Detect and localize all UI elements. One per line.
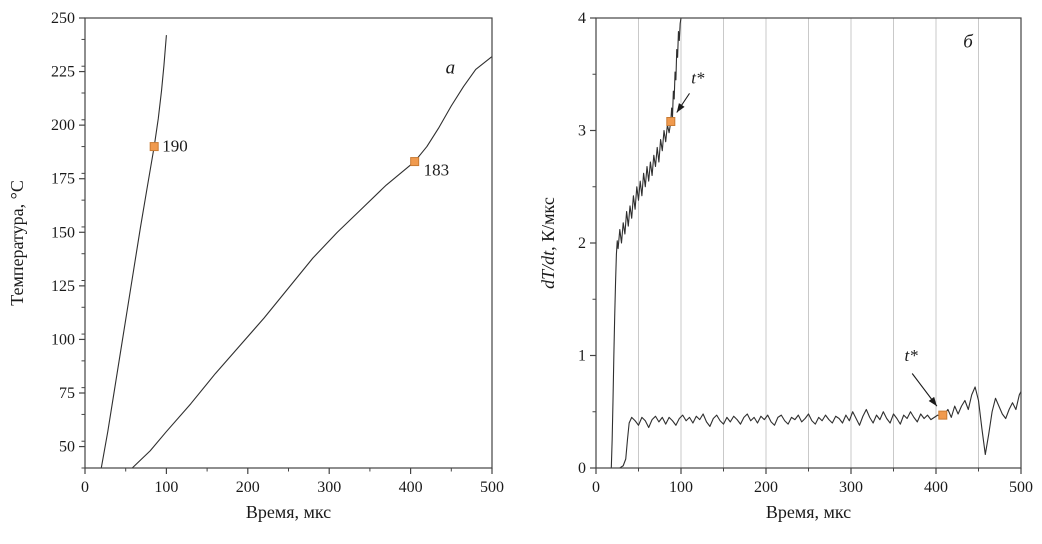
svg-text:3: 3: [578, 123, 586, 140]
x-axis-label: Время, мкс: [246, 502, 331, 522]
annotation: t*: [905, 346, 938, 407]
annotation-label: t*: [691, 68, 705, 87]
svg-text:250: 250: [51, 10, 75, 27]
svg-text:500: 500: [1009, 479, 1033, 496]
gridlines: [638, 18, 979, 468]
chart-background: [3, 0, 508, 532]
axis-ticks: 0 100 200 300 400 500 50 75 100 125 150 175 200 225 25…: [51, 10, 504, 496]
marker-square: [149, 142, 159, 152]
marker-value-label: 183: [424, 161, 450, 180]
svg-text:0: 0: [81, 479, 89, 496]
figure-panel-a: 0 100 200 300 400 500 50 75 100 125 150 175 200 225 25…: [3, 0, 508, 537]
panel-letter: б: [963, 31, 974, 52]
svg-text:100: 100: [154, 479, 178, 496]
svg-text:0: 0: [592, 479, 600, 496]
svg-text:100: 100: [669, 479, 693, 496]
axis-ticks: 0 100 200 300 400 500 0 1 2 3 4: [578, 10, 1033, 496]
y-axis-label: dT/dt, К/мкс: [538, 197, 558, 289]
slow-heating-curve: [131, 56, 492, 468]
svg-text:300: 300: [839, 479, 863, 496]
panel-letter: a: [446, 58, 456, 79]
svg-text:400: 400: [924, 479, 948, 496]
marker-value-label: 190: [162, 137, 188, 156]
svg-text:500: 500: [480, 479, 504, 496]
svg-text:200: 200: [754, 479, 778, 496]
svg-text:150: 150: [51, 224, 75, 241]
svg-text:175: 175: [51, 171, 75, 188]
svg-text:400: 400: [399, 479, 423, 496]
annotation: t*: [676, 68, 705, 113]
svg-text:200: 200: [51, 117, 75, 134]
svg-text:1: 1: [578, 348, 586, 365]
series-lines: [610, 18, 1021, 468]
svg-text:4: 4: [578, 10, 586, 27]
event-markers: 190 183: [149, 137, 450, 180]
slow-heating-rate-curve: [619, 386, 1021, 468]
x-axis-label: Время, мкс: [766, 502, 851, 522]
svg-text:125: 125: [51, 278, 75, 295]
event-markers: [666, 117, 948, 420]
fast-heating-rate-curve: [610, 18, 682, 468]
marker-square: [410, 157, 420, 167]
svg-text:200: 200: [236, 479, 260, 496]
figure-panel-b: 0 100 200 300 400 500 0 1 2 3 4 Время, мкс dT/dt, К/…: [534, 0, 1039, 537]
arrowhead: [928, 396, 937, 407]
series-lines: [100, 35, 492, 468]
temperature-vs-time-chart: 0 100 200 300 400 500 50 75 100 125 150 175 200 225 25…: [3, 0, 508, 532]
arrowhead: [676, 103, 685, 113]
svg-text:50: 50: [59, 439, 75, 456]
fast-heating-curve: [100, 35, 167, 468]
heating-rate-vs-time-chart: 0 100 200 300 400 500 0 1 2 3 4 Время, мкс dT/dt, К/…: [534, 0, 1039, 532]
svg-text:2: 2: [578, 235, 586, 252]
marker-square: [938, 410, 948, 420]
svg-text:0: 0: [578, 460, 586, 477]
svg-text:300: 300: [317, 479, 341, 496]
marker-square: [666, 117, 676, 126]
svg-text:100: 100: [51, 331, 75, 348]
svg-text:225: 225: [51, 64, 75, 81]
svg-text:75: 75: [59, 385, 75, 402]
annotation-label: t*: [905, 346, 919, 365]
y-axis-label: Температура, °С: [7, 180, 27, 306]
chart-background: [534, 0, 1039, 532]
